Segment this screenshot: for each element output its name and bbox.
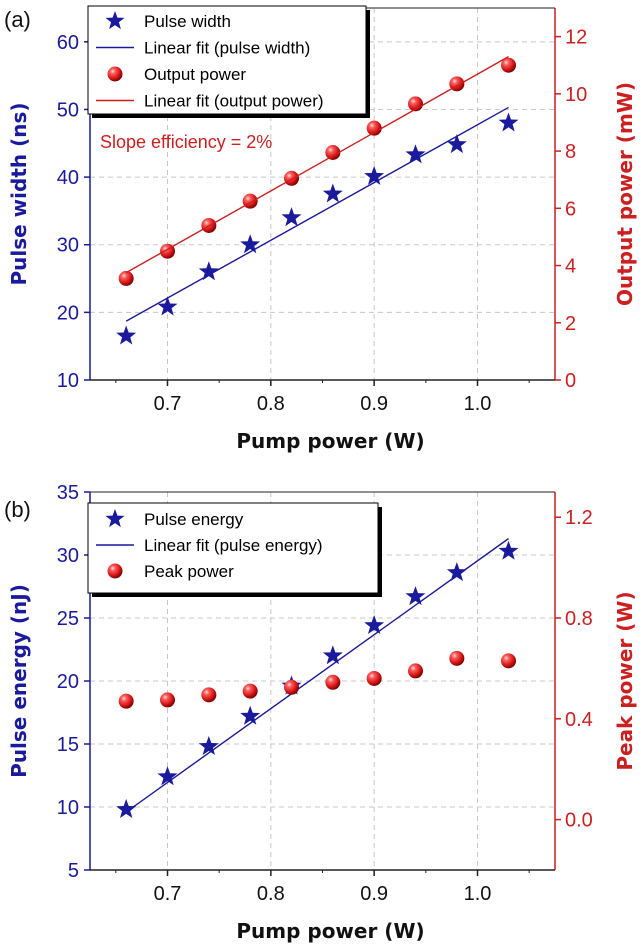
right-y-tick-label: 10 (565, 84, 587, 106)
left-y-tick-label: 35 (57, 482, 79, 504)
right-y-tick-label: 6 (565, 198, 576, 220)
data-point-star (240, 705, 261, 725)
data-point-star (198, 736, 219, 756)
panel-label: (a) (4, 7, 31, 32)
data-point-star (446, 562, 467, 582)
x-axis-title: Pump power (W) (236, 919, 424, 943)
right-y-tick-label: 8 (565, 141, 576, 163)
right-y-tick-label: 0.0 (565, 810, 593, 832)
slope-annotation: Slope efficiency = 2% (100, 132, 272, 152)
x-axis-title: Pump power (W) (236, 429, 424, 453)
left-y-tick-label: 25 (57, 608, 79, 630)
data-point-star (116, 799, 137, 819)
legend-entry-label: Linear fit (pulse energy) (144, 536, 323, 555)
left-y-tick-label: 40 (57, 167, 79, 189)
data-point-star (281, 207, 302, 227)
legend-entry-label: Linear fit (pulse width) (144, 39, 310, 58)
data-point-sphere (325, 674, 341, 690)
left-y-tick-label: 10 (57, 370, 79, 392)
data-point-star (364, 615, 385, 635)
data-point-star (157, 766, 178, 786)
legend-entry-label: Peak power (144, 562, 234, 581)
data-point-star (240, 234, 261, 254)
fit-line (125, 56, 509, 274)
left-y-axis-title: Pulse width (ns) (7, 102, 31, 285)
x-tick-label: 0.8 (257, 883, 285, 905)
data-point-star (446, 134, 467, 154)
right-y-tick-label: 0 (565, 370, 576, 392)
x-tick-label: 1.0 (464, 393, 492, 415)
right-y-tick-label: 12 (565, 27, 587, 49)
data-point-sphere (501, 653, 516, 669)
legend-box (87, 502, 379, 594)
data-point-sphere (366, 670, 382, 686)
right-y-tick-label: 0.4 (565, 709, 593, 731)
right-y-tick-label: 2 (565, 313, 576, 335)
data-point-star (157, 296, 178, 316)
legend-entry-label: Output power (144, 65, 246, 84)
x-tick-label: 0.7 (154, 393, 182, 415)
data-point-sphere (160, 692, 175, 708)
right-y-axis-title: Peak power (W) (613, 591, 637, 770)
legend-entry-label: Pulse energy (144, 510, 244, 529)
left-y-tick-label: 20 (57, 302, 79, 324)
data-point-star (405, 144, 426, 164)
left-y-tick-label: 5 (68, 860, 79, 882)
data-point-star (116, 325, 137, 345)
data-point-sphere (325, 145, 341, 161)
data-point-sphere (242, 193, 258, 209)
left-y-tick-label: 20 (57, 671, 79, 693)
data-point-star (322, 183, 343, 203)
left-y-tick-label: 15 (57, 734, 79, 756)
legend-entry-label: Linear fit (output power) (144, 92, 324, 111)
data-point-star (405, 586, 426, 606)
data-point-sphere (118, 693, 134, 709)
legend-star-swatch (105, 11, 125, 30)
data-point-sphere (284, 170, 299, 186)
fit-line (125, 106, 509, 322)
legend-star-swatch (105, 509, 125, 528)
data-point-sphere (242, 683, 258, 699)
legend-sphere-swatch (107, 66, 123, 82)
data-point-star (198, 261, 219, 281)
legend-sphere-swatch (107, 563, 123, 579)
left-y-tick-label: 60 (57, 32, 79, 54)
data-point-sphere (366, 120, 382, 136)
data-point-sphere (201, 687, 217, 703)
fit-line (125, 538, 509, 813)
x-tick-label: 1.0 (464, 883, 492, 905)
x-tick-label: 0.8 (257, 393, 285, 415)
left-y-axis-title: Pulse energy (nJ) (7, 584, 31, 778)
left-y-tick-label: 30 (57, 235, 79, 257)
panel-a-chart: 0.7 0.8 0.9 1.0 10 20 30 40 50 60 0 2 4 6 8 10 12 Pump po… (4, 5, 637, 453)
x-tick-label: 0.9 (360, 883, 388, 905)
data-point-sphere (408, 663, 423, 679)
left-y-tick-label: 10 (57, 797, 79, 819)
data-point-star (498, 112, 519, 132)
data-point-star (322, 645, 343, 665)
legend-box (87, 5, 367, 115)
x-tick-label: 0.7 (154, 883, 182, 905)
data-point-sphere (449, 650, 465, 666)
left-y-tick-label: 50 (57, 99, 79, 121)
data-point-sphere (501, 57, 516, 73)
data-point-sphere (284, 679, 299, 695)
panel-b-chart: 0.7 0.8 0.9 1.0 5 10 15 20 25 30 35 0.0 0.4 0.8 1.2 Pum… (4, 482, 637, 943)
legend-entry-label: Pulse width (144, 12, 231, 31)
left-y-tick-label: 30 (57, 545, 79, 567)
right-y-tick-label: 4 (565, 256, 576, 278)
data-point-star (498, 540, 519, 560)
data-point-star (364, 165, 385, 185)
right-y-tick-label: 1.2 (565, 507, 593, 529)
right-y-tick-label: 0.8 (565, 608, 593, 630)
panel-label: (b) (4, 497, 31, 522)
data-point-sphere (118, 270, 134, 286)
right-y-axis-title: Output power (mW) (613, 82, 637, 306)
x-tick-label: 0.9 (360, 393, 388, 415)
